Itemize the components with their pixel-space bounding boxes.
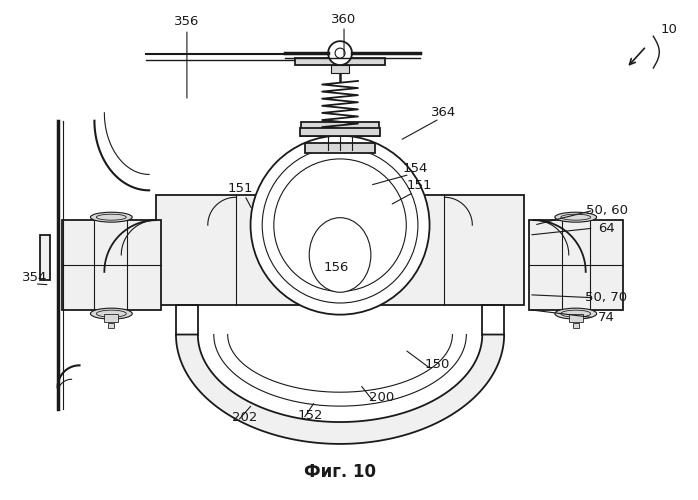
Text: 64: 64 — [598, 222, 615, 234]
Text: 154: 154 — [403, 162, 429, 175]
Bar — [61, 220, 161, 310]
Text: 356: 356 — [174, 15, 200, 28]
Bar — [295, 58, 385, 65]
Bar — [108, 322, 114, 328]
Bar — [156, 196, 524, 304]
Ellipse shape — [309, 218, 371, 292]
Text: 200: 200 — [369, 390, 394, 404]
Text: 150: 150 — [425, 358, 450, 371]
Text: 151: 151 — [228, 182, 253, 195]
Ellipse shape — [555, 212, 597, 222]
Bar — [40, 235, 50, 280]
Text: 50, 70: 50, 70 — [586, 291, 628, 304]
Text: 156: 156 — [323, 262, 349, 274]
Bar — [105, 314, 118, 322]
Ellipse shape — [91, 212, 132, 222]
Ellipse shape — [560, 310, 591, 317]
Circle shape — [335, 48, 345, 58]
Bar — [573, 322, 579, 328]
Text: 202: 202 — [232, 410, 258, 424]
Circle shape — [251, 136, 429, 314]
Text: 151: 151 — [407, 179, 432, 192]
Text: Фиг. 10: Фиг. 10 — [304, 463, 376, 481]
Ellipse shape — [91, 308, 132, 319]
Polygon shape — [228, 334, 452, 392]
Bar — [300, 128, 380, 136]
Text: 360: 360 — [332, 13, 357, 26]
Ellipse shape — [96, 214, 126, 220]
Bar — [302, 122, 379, 136]
Polygon shape — [176, 334, 504, 444]
Text: 364: 364 — [431, 106, 456, 120]
Ellipse shape — [560, 214, 591, 220]
Text: 152: 152 — [297, 408, 323, 422]
Text: 74: 74 — [598, 311, 615, 324]
Bar — [529, 220, 623, 310]
Ellipse shape — [555, 308, 597, 319]
Text: 50, 60: 50, 60 — [586, 204, 628, 216]
Text: 354: 354 — [22, 272, 47, 284]
Bar — [569, 314, 583, 322]
Text: 10: 10 — [661, 22, 678, 36]
Ellipse shape — [96, 310, 126, 317]
Bar — [305, 142, 375, 152]
Circle shape — [328, 41, 352, 65]
Bar — [331, 65, 349, 73]
